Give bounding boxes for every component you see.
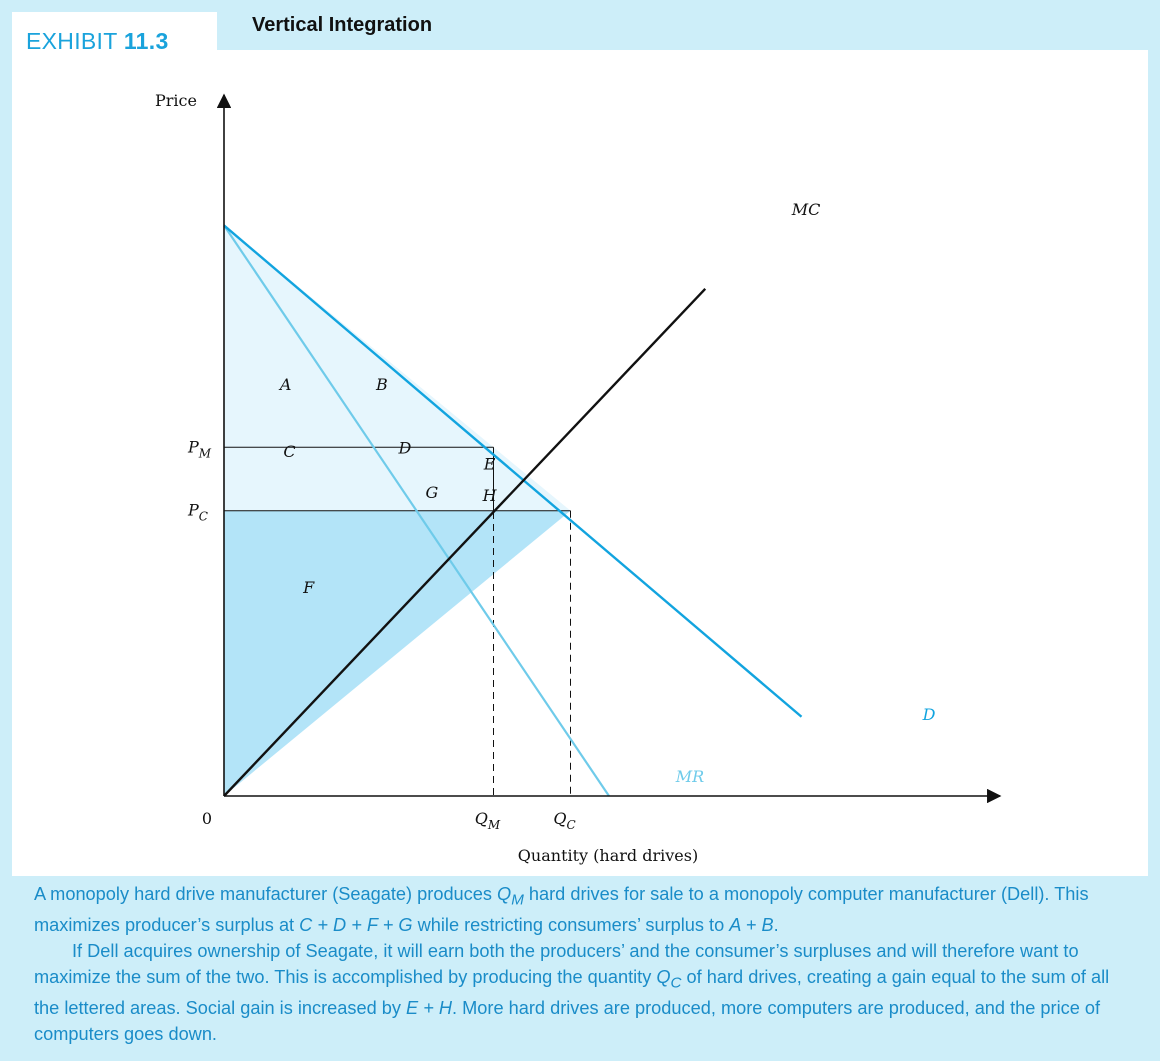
areas-layer — [224, 225, 571, 796]
exhibit-word: EXHIBIT — [26, 28, 118, 54]
exhibit-number: 11.3 — [123, 28, 169, 54]
axes-layer — [216, 93, 1002, 804]
x-axis-title: Quantity (hard drives) — [518, 846, 698, 865]
caption-text: A monopoly hard drive manufacturer (Seag… — [34, 884, 498, 904]
caption-paragraph-2: If Dell acquires ownership of Seagate, i… — [34, 939, 1134, 1048]
exhibit-label: EXHIBIT 11.3 — [26, 28, 169, 55]
x-tick-label-c: QC — [553, 809, 575, 832]
figure-title: Vertical Integration — [252, 14, 433, 36]
caption-paragraph-1: A monopoly hard drive manufacturer (Seag… — [34, 882, 1134, 939]
area-label-a: A — [278, 375, 292, 394]
lines-layer — [223, 224, 803, 797]
figure-panel — [12, 50, 1148, 876]
caption-q-sub: C — [670, 974, 682, 992]
origin-label: 0 — [202, 809, 212, 828]
caption-expression: E + H — [406, 998, 453, 1019]
labels-layer: Price Quantity (hard drives) 0 PM PC QM QC MC D M… — [155, 91, 936, 865]
caption: A monopoly hard drive manufacturer (Seag… — [34, 882, 1134, 1048]
area-label-b: B — [375, 375, 388, 394]
caption-q-sub: M — [511, 891, 524, 909]
mr-curve — [223, 224, 610, 797]
mr-label: MR — [675, 767, 704, 786]
mc-curve — [223, 287, 707, 797]
caption-text: of hard drives, creating a gain equal to… — [34, 967, 1110, 1019]
caption-text: . — [773, 915, 779, 936]
y-axis-title: Price — [155, 91, 197, 110]
area-label-d: D — [398, 439, 412, 458]
caption-text: hard drives for sale to a monopoly compu… — [34, 884, 1089, 936]
chart: Price Quantity (hard drives) 0 PM PC QM QC MC D M… — [155, 91, 1002, 865]
mc-label: MC — [791, 200, 821, 219]
x-tick-label-m: QM — [475, 809, 501, 832]
producer-surplus-region — [224, 510, 571, 796]
area-label-h: H — [482, 486, 498, 505]
caption-text: If Dell acquires ownership of Seagate, i… — [34, 941, 1079, 988]
consumer-surplus-region — [224, 225, 571, 511]
area-label-f: F — [302, 578, 315, 597]
y-tick-label-m: PM — [187, 437, 212, 460]
area-label-c: C — [283, 442, 295, 461]
caption-text: . More hard drives are produced, more co… — [34, 998, 1101, 1045]
demand-label: D — [922, 705, 936, 724]
demand-curve — [223, 224, 803, 718]
caption-q: Q — [497, 884, 512, 904]
caption-q: Q — [656, 967, 671, 988]
caption-expression: C + D + F + G — [299, 915, 413, 936]
area-label-e: E — [483, 454, 496, 473]
caption-text: while restricting consumers’ surplus to — [412, 915, 730, 936]
y-tick-label-c: PC — [187, 501, 208, 524]
caption-expression: A + B — [729, 915, 774, 936]
exhibit-tab — [12, 12, 217, 67]
area-label-g: G — [426, 483, 439, 502]
